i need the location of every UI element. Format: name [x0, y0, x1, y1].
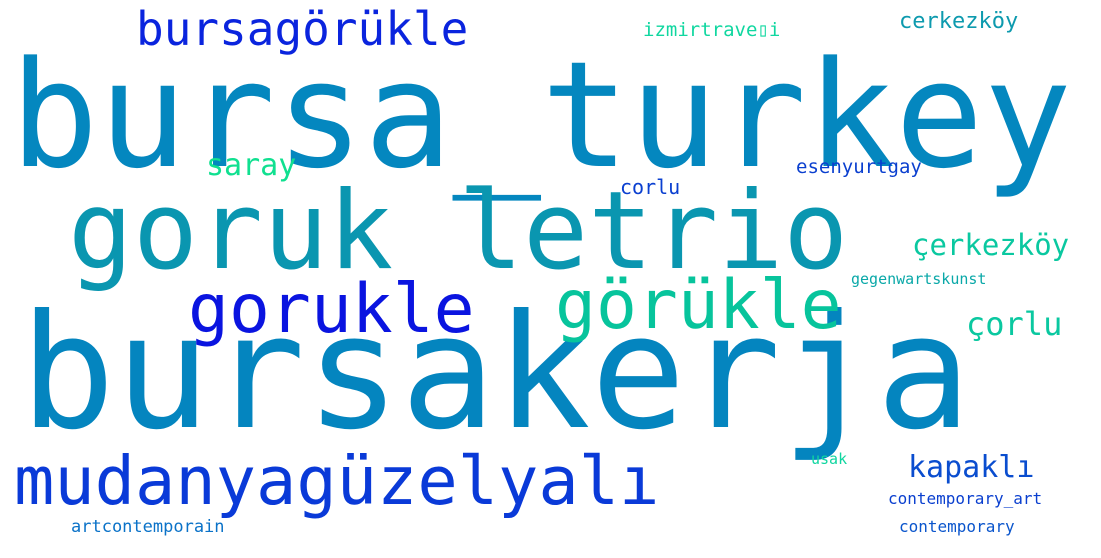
word-bursakerja: bursakerja	[20, 281, 972, 465]
word-contemporary-art: contemporary_art	[888, 489, 1043, 508]
word-gegenwartskunst: gegenwartskunst	[851, 270, 987, 288]
word-kapakli: kapaklı	[908, 450, 1035, 485]
word-cerkezkoy: cerkezköy	[899, 9, 1019, 34]
word-corlu: corlu	[620, 175, 681, 199]
word-bursagorukle: bursagörükle	[136, 2, 469, 56]
word-esenyurtgay: esenyurtgay	[796, 156, 922, 178]
word-mudanyaguzelyali: mudanyagüzelyalı	[14, 442, 660, 520]
word-gorukle-umlaut: görükle	[555, 266, 842, 345]
word-artcontemporain: artcontemporain	[71, 517, 225, 537]
word-corlu-cedilla: çorlu	[966, 305, 1063, 343]
word-goruk-letrio: goruk letrio	[68, 169, 849, 294]
word-cerkezkoy-cedilla: çerkezköy	[912, 228, 1070, 262]
word-bursa-turkey: bursa_turkey	[10, 30, 1073, 201]
word-contemporary: contemporary	[899, 517, 1015, 536]
word-gorukle: gorukle	[188, 270, 475, 349]
word-saray: saray	[206, 148, 297, 183]
word-izmirtrave: izmirtrave▯i	[643, 19, 781, 41]
word-usak: usak	[811, 450, 848, 468]
